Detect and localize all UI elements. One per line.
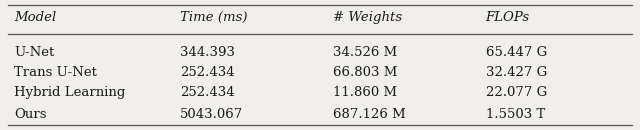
Text: Ours: Ours	[14, 108, 47, 121]
Text: Time (ms): Time (ms)	[180, 11, 247, 24]
Text: FLOPs: FLOPs	[486, 11, 530, 24]
Text: 252.434: 252.434	[180, 66, 234, 79]
Text: 22.077 G: 22.077 G	[486, 86, 547, 99]
Text: Trans U-Net: Trans U-Net	[14, 66, 97, 79]
Text: 11.860 M: 11.860 M	[333, 86, 397, 99]
Text: 1.5503 T: 1.5503 T	[486, 108, 545, 121]
Text: U-Net: U-Net	[14, 46, 54, 59]
Text: 65.447 G: 65.447 G	[486, 46, 547, 59]
Text: 32.427 G: 32.427 G	[486, 66, 547, 79]
Text: Model: Model	[14, 11, 56, 24]
Text: # Weights: # Weights	[333, 11, 402, 24]
Text: 5043.067: 5043.067	[180, 108, 243, 121]
Text: 344.393: 344.393	[180, 46, 235, 59]
Text: 34.526 M: 34.526 M	[333, 46, 397, 59]
Text: 687.126 M: 687.126 M	[333, 108, 406, 121]
Text: Hybrid Learning: Hybrid Learning	[14, 86, 125, 99]
Text: 252.434: 252.434	[180, 86, 234, 99]
Text: 66.803 M: 66.803 M	[333, 66, 397, 79]
